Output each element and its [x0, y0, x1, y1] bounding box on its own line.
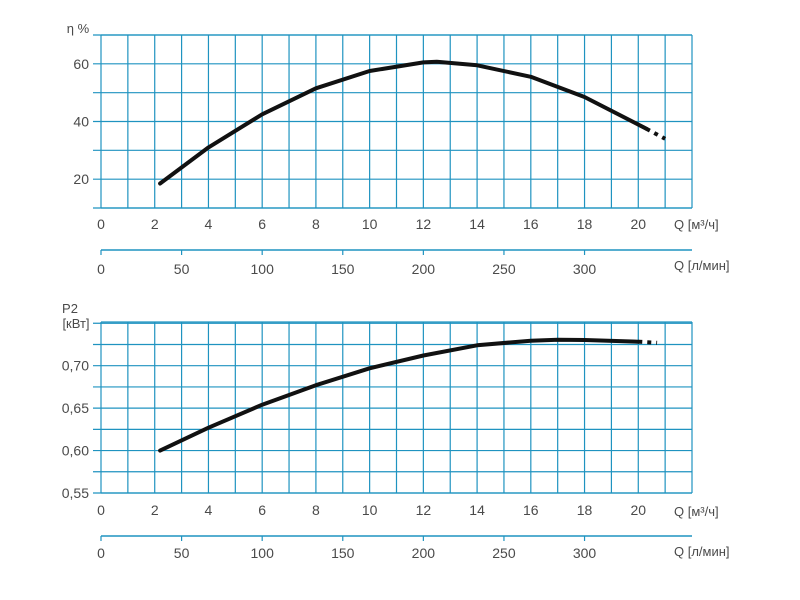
- secondary-x-tick-label: 300: [573, 545, 597, 561]
- secondary-x-tick-label: 0: [97, 261, 105, 277]
- x-tick-label: 0: [97, 216, 105, 232]
- secondary-x-axis-label: Q [л/мин]: [674, 258, 730, 273]
- secondary-x-tick-label: 150: [331, 261, 355, 277]
- y-axis-label: η %: [67, 21, 90, 36]
- x-axis-label: Q [м³/ч]: [674, 504, 719, 519]
- secondary-x-axis-label: Q [л/мин]: [674, 544, 730, 559]
- x-tick-label: 12: [416, 502, 432, 518]
- y-tick-label: 60: [73, 56, 89, 72]
- series-line: [158, 337, 641, 453]
- secondary-x-tick-label: 50: [174, 261, 190, 277]
- series-line-extrapolated: [638, 339, 658, 345]
- x-axis-label: Q [м³/ч]: [674, 217, 719, 232]
- x-tick-label: 10: [362, 216, 378, 232]
- y-axis-label: P2: [62, 301, 78, 316]
- x-tick-label: 2: [151, 216, 159, 232]
- y-tick-label: 0,55: [62, 485, 89, 501]
- secondary-x-tick-label: 100: [251, 261, 275, 277]
- secondary-x-tick-label: 250: [492, 261, 516, 277]
- y-tick-label: 40: [73, 114, 89, 130]
- secondary-x-tick-label: 0: [97, 545, 105, 561]
- secondary-x-tick-label: 300: [573, 261, 597, 277]
- x-tick-label: 20: [630, 502, 646, 518]
- x-tick-label: 6: [258, 502, 266, 518]
- series-line-extrapolated: [645, 126, 667, 141]
- x-tick-label: 2: [151, 502, 159, 518]
- x-tick-label: 16: [523, 216, 539, 232]
- x-tick-label: 6: [258, 216, 266, 232]
- secondary-x-tick-label: 250: [492, 545, 516, 561]
- y-tick-label: 0,70: [62, 358, 89, 374]
- x-tick-label: 12: [416, 216, 432, 232]
- x-tick-label: 4: [205, 502, 213, 518]
- x-tick-label: 0: [97, 502, 105, 518]
- x-tick-label: 18: [577, 502, 593, 518]
- x-tick-label: 8: [312, 502, 320, 518]
- secondary-x-tick-label: 200: [412, 545, 436, 561]
- y-tick-label: 0,65: [62, 400, 89, 416]
- x-tick-label: 10: [362, 502, 378, 518]
- x-tick-label: 18: [577, 216, 593, 232]
- y-tick-label: 20: [73, 171, 89, 187]
- secondary-x-tick-label: 150: [331, 545, 355, 561]
- y-tick-label: 0,60: [62, 443, 89, 459]
- secondary-x-tick-label: 50: [174, 545, 190, 561]
- x-tick-label: 4: [205, 216, 213, 232]
- x-tick-label: 14: [469, 216, 485, 232]
- y-axis-unit-label: [кВт]: [62, 316, 89, 331]
- x-tick-label: 20: [630, 216, 646, 232]
- x-tick-label: 16: [523, 502, 539, 518]
- series-line: [158, 59, 649, 186]
- secondary-x-tick-label: 200: [412, 261, 436, 277]
- x-tick-label: 14: [469, 502, 485, 518]
- secondary-x-tick-label: 100: [251, 545, 275, 561]
- x-tick-label: 8: [312, 216, 320, 232]
